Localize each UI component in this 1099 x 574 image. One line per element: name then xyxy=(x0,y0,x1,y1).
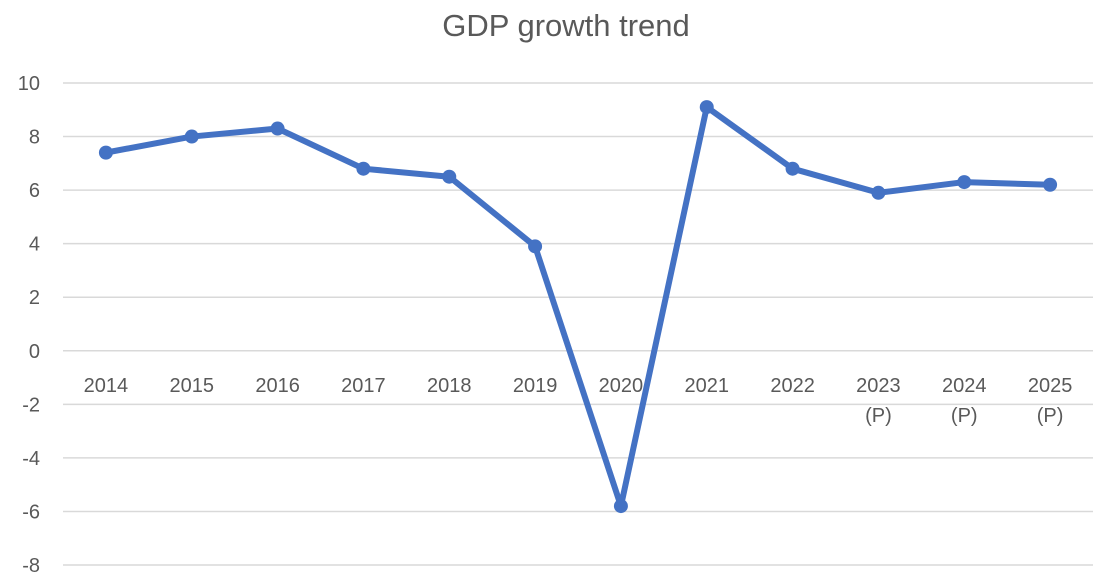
x-tick-label-line: 2014 xyxy=(84,375,129,397)
x-tick-label-line: 2021 xyxy=(685,375,730,397)
series-layer xyxy=(98,100,1058,514)
x-tick-label: 2024 (P) xyxy=(942,375,987,427)
x-tick-label-line: 2018 xyxy=(427,375,472,397)
x-tick-label-line: 2015 xyxy=(170,375,215,397)
data-point xyxy=(270,121,285,136)
x-tick-label: 2016 xyxy=(255,375,300,397)
y-tick-label: -2 xyxy=(22,394,40,416)
y-tick-label: 10 xyxy=(18,73,40,95)
y-tick-label: -6 xyxy=(22,501,40,523)
x-tick-label-line: (P) xyxy=(951,405,978,427)
data-point xyxy=(785,161,800,176)
y-tick-label: 2 xyxy=(29,287,40,309)
data-point xyxy=(699,100,714,115)
y-tick-label: 8 xyxy=(29,127,40,149)
x-tick-label-line: 2019 xyxy=(513,375,558,397)
y-tick-label: 0 xyxy=(29,341,40,363)
x-tick-label: 2014 xyxy=(84,375,129,397)
data-point xyxy=(957,175,972,190)
y-tick-label: -4 xyxy=(22,448,40,470)
x-tick-label-line: 2023 xyxy=(856,375,901,397)
x-tick-label: 2015 xyxy=(170,375,215,397)
series-line xyxy=(102,104,1054,510)
x-tick-label-line: 2025 xyxy=(1028,375,1073,397)
x-tick-label: 2022 xyxy=(770,375,815,397)
x-tick-label: 2020 xyxy=(599,375,644,397)
x-axis-tick-labels: 2014 2015 2016 2017 2018 2019 2020 2021 2022 2023… xyxy=(84,375,1073,427)
data-point xyxy=(613,499,628,514)
y-axis-tick-labels: 10 8 6 4 2 0 -2 -4 -6 -8 xyxy=(18,73,40,574)
x-tick-label: 2017 xyxy=(341,375,386,397)
x-tick-label: 2019 xyxy=(513,375,558,397)
x-tick-label: 2025 (P) xyxy=(1028,375,1073,427)
data-point xyxy=(442,169,457,184)
gridlines xyxy=(63,82,1093,566)
x-tick-label-line: 2017 xyxy=(341,375,386,397)
x-tick-label-line: 2020 xyxy=(599,375,644,397)
x-tick-label-line: (P) xyxy=(1037,405,1064,427)
chart-title: GDP growth trend xyxy=(442,8,690,43)
data-point xyxy=(871,185,886,200)
y-tick-label: 4 xyxy=(29,234,40,256)
data-point xyxy=(356,161,371,176)
y-tick-label: 6 xyxy=(29,180,40,202)
data-point xyxy=(98,145,113,160)
y-tick-label: -8 xyxy=(22,555,40,574)
x-tick-label-line: 2022 xyxy=(770,375,815,397)
x-tick-label-line: (P) xyxy=(865,405,892,427)
x-tick-label: 2023 (P) xyxy=(856,375,901,427)
data-point xyxy=(528,239,543,254)
data-point xyxy=(184,129,199,144)
x-tick-label-line: 2016 xyxy=(255,375,300,397)
data-point xyxy=(1043,177,1058,192)
x-tick-label: 2018 xyxy=(427,375,472,397)
x-tick-label-line: 2024 xyxy=(942,375,987,397)
x-tick-label: 2021 xyxy=(685,375,730,397)
